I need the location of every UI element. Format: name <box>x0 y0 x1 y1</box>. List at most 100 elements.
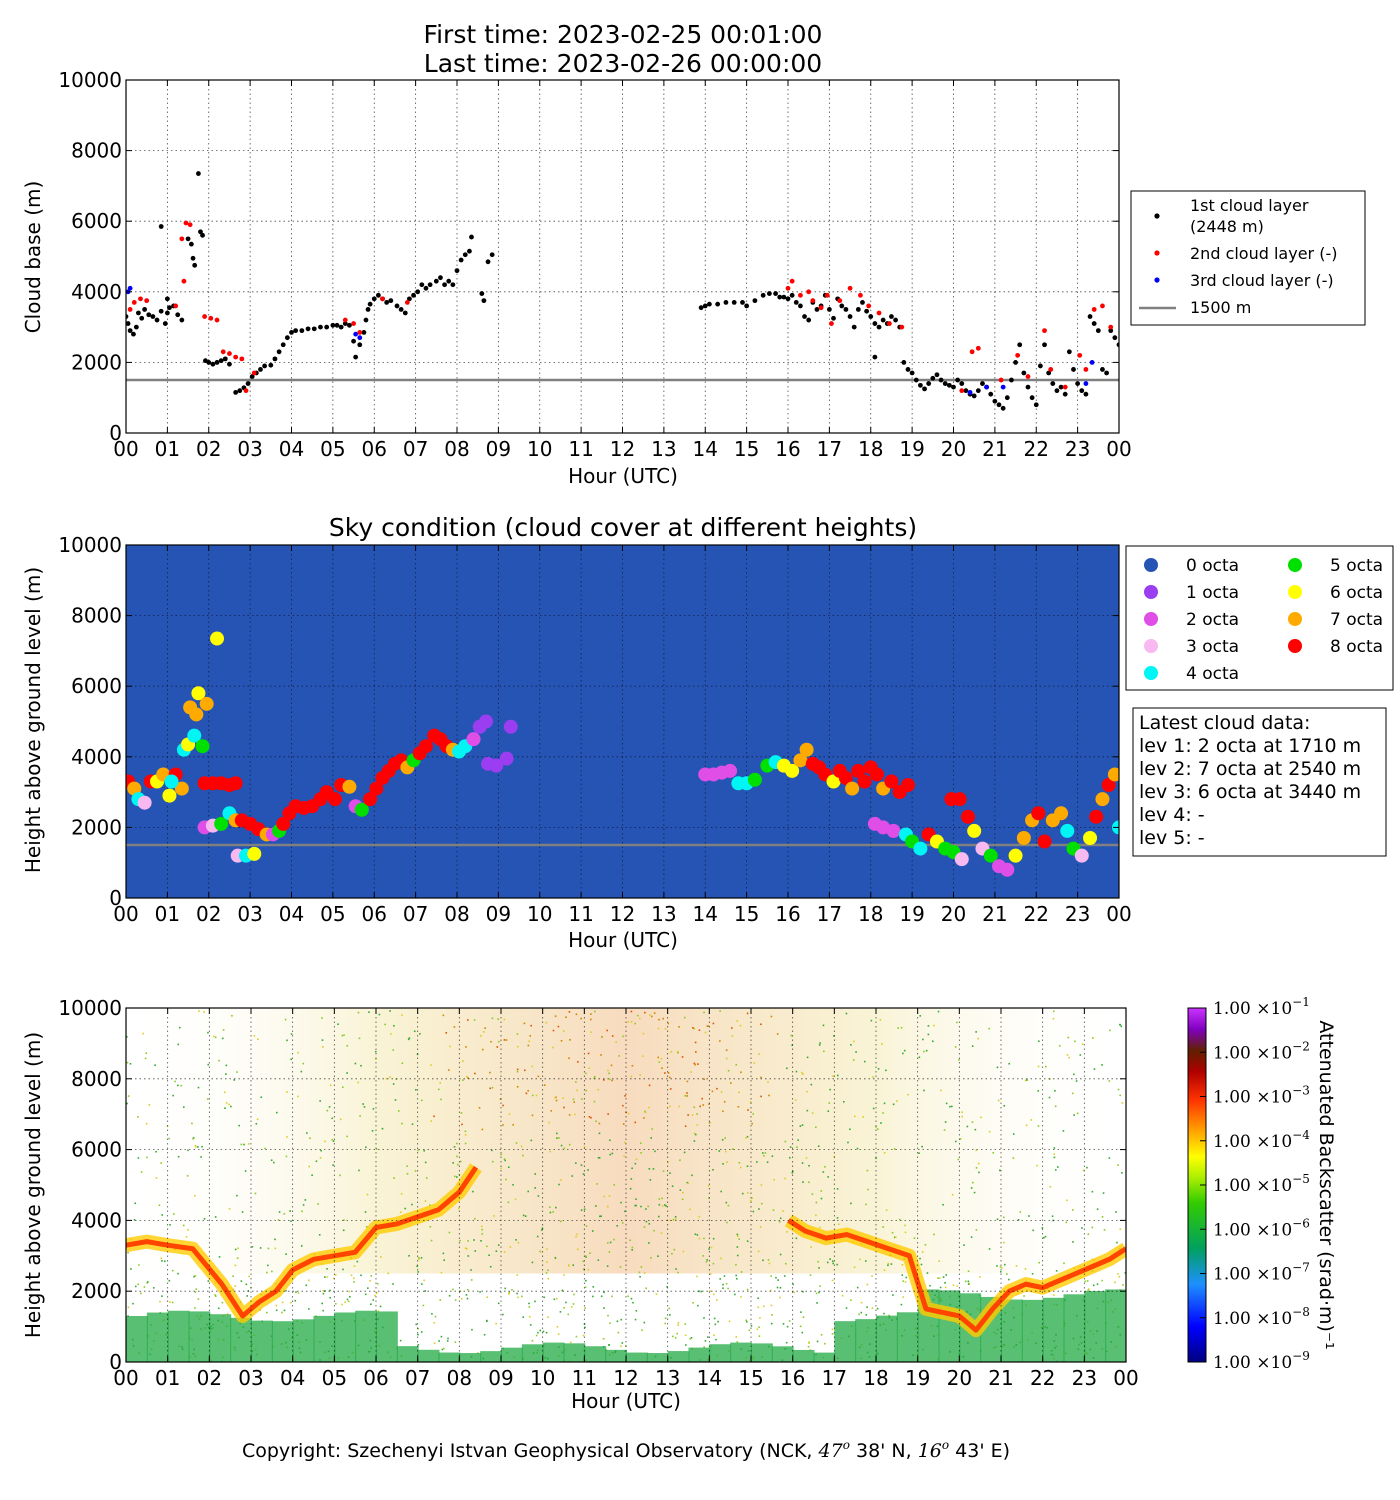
backscatter-noise-pixel <box>904 1281 907 1283</box>
x-tick-label: 10 <box>527 902 552 926</box>
backscatter-noise-pixel <box>770 1322 773 1325</box>
backscatter-noise-pixel <box>802 1316 805 1318</box>
backscatter-noise-pixel <box>467 1255 470 1257</box>
backscatter-noise-pixel <box>554 1256 557 1259</box>
backscatter-noise-pixel <box>267 1264 269 1267</box>
backscatter-noise-pixel <box>831 1328 834 1331</box>
backscatter-noise-pixel <box>545 1021 548 1024</box>
x-tick-label: 03 <box>238 1366 263 1390</box>
sky-condition-point <box>983 848 998 863</box>
cloud-base-point-layer2 <box>886 321 892 326</box>
octa-legend-label: 4 octa <box>1186 664 1239 684</box>
backscatter-boundary-layer <box>313 1315 336 1362</box>
backscatter-noise-pixel <box>214 1036 217 1039</box>
backscatter-noise-pixel <box>704 1031 707 1034</box>
sky-condition-point <box>1008 848 1023 863</box>
backscatter-noise-pixel <box>568 1114 571 1116</box>
backscatter-noise-pixel <box>393 1024 395 1027</box>
backscatter-noise-pixel <box>961 1115 964 1118</box>
backscatter-noise-pixel <box>225 1073 227 1075</box>
backscatter-noise-pixel <box>644 1111 647 1114</box>
cloud-base-point-layer1 <box>415 289 421 295</box>
backscatter-noise-pixel <box>1119 1228 1122 1230</box>
backscatter-noise-pixel <box>668 1307 670 1310</box>
cloud-base-point-layer1 <box>1009 377 1014 383</box>
backscatter-noise-pixel <box>870 1019 873 1022</box>
backscatter-noise-pixel <box>461 1123 463 1126</box>
backscatter-noise-pixel <box>686 1080 689 1083</box>
backscatter-noise-pixel <box>572 1098 575 1101</box>
backscatter-noise-pixel <box>817 1145 820 1147</box>
backscatter-noise-pixel <box>576 1233 578 1236</box>
backscatter-noise-pixel <box>937 1277 939 1279</box>
backscatter-noise-pixel <box>584 1255 587 1257</box>
backscatter-noise-pixel <box>1017 1219 1020 1221</box>
backscatter-noise-pixel <box>865 1314 868 1316</box>
x-tick-label: 00 <box>113 437 138 461</box>
backscatter-noise-pixel <box>685 1344 687 1346</box>
backscatter-noise-pixel <box>641 1329 643 1331</box>
cloud-base-point-layer1 <box>154 317 160 323</box>
backscatter-noise-pixel <box>820 1197 823 1200</box>
backscatter-noise-pixel <box>866 1306 868 1308</box>
backscatter-noise-pixel <box>341 1034 344 1037</box>
backscatter-noise-pixel <box>132 1302 134 1305</box>
backscatter-noise-pixel <box>467 1077 469 1079</box>
backscatter-noise-pixel <box>503 1158 506 1160</box>
backscatter-noise-pixel <box>233 1079 235 1081</box>
backscatter-noise-pixel <box>164 1260 166 1263</box>
x-tick-label: 12 <box>610 437 635 461</box>
backscatter-noise-pixel <box>745 1320 748 1323</box>
backscatter-noise-pixel <box>594 1010 596 1013</box>
cloud-base-point-layer1 <box>353 354 359 360</box>
backscatter-noise-pixel <box>811 1112 814 1114</box>
backscatter-noise-pixel <box>527 1089 529 1092</box>
backscatter-noise-pixel <box>393 1177 395 1179</box>
backscatter-noise-pixel <box>207 1063 210 1066</box>
x-tick-label: 20 <box>947 1366 972 1390</box>
backscatter-noise-pixel <box>999 1271 1002 1273</box>
backscatter-noise-pixel <box>841 1294 844 1297</box>
x-tick-label: 00 <box>1113 1366 1138 1390</box>
backscatter-noise-pixel <box>776 1033 779 1035</box>
x-tick-label: 23 <box>1065 902 1090 926</box>
cloud-base-point-layer1 <box>1046 370 1052 376</box>
backscatter-noise-pixel <box>508 1293 510 1295</box>
backscatter-noise-pixel <box>377 1310 380 1312</box>
backscatter-noise-pixel <box>559 1220 562 1223</box>
x-tick-label: 21 <box>982 902 1007 926</box>
backscatter-noise-pixel <box>963 1244 965 1246</box>
backscatter-noise-pixel <box>198 1010 200 1012</box>
backscatter-noise-pixel <box>368 1011 370 1013</box>
cloud-base-point-layer1 <box>996 402 1002 408</box>
backscatter-noise-pixel <box>662 1017 665 1020</box>
sky-condition-point <box>363 792 378 807</box>
backscatter-noise-pixel <box>237 1247 240 1250</box>
cloud-base-point-layer1 <box>375 292 381 298</box>
backscatter-noise-pixel <box>531 1065 534 1068</box>
backscatter-noise-pixel <box>489 1071 491 1074</box>
backscatter-noise-pixel <box>697 1063 699 1065</box>
backscatter-noise-pixel <box>143 1286 146 1288</box>
backscatter-noise-pixel <box>899 1218 901 1221</box>
cloud-base-point-layer1 <box>959 381 965 386</box>
backscatter-noise-pixel <box>892 1103 895 1106</box>
backscatter-noise-pixel <box>602 1079 605 1081</box>
backscatter-noise-pixel <box>611 1295 613 1298</box>
backscatter-noise-pixel <box>466 1297 469 1300</box>
backscatter-noise-pixel <box>546 1261 548 1264</box>
backscatter-noise-pixel <box>978 1171 980 1174</box>
backscatter-noise-pixel <box>779 1296 781 1299</box>
backscatter-noise-pixel <box>727 1069 730 1072</box>
backscatter-noise-pixel <box>517 1241 520 1244</box>
cloud-base-point-layer1 <box>330 322 336 328</box>
y-tick-label: 10000 <box>58 533 122 557</box>
backscatter-noise-pixel <box>600 1054 602 1056</box>
backscatter-noise-pixel <box>334 1274 337 1276</box>
backscatter-noise-pixel <box>707 1185 710 1187</box>
cloud-base-point-layer2 <box>899 324 905 330</box>
backscatter-noise-pixel <box>745 1319 748 1322</box>
cloud-base-xlabel: Hour (UTC) <box>568 464 678 488</box>
backscatter-noise-pixel <box>970 1236 973 1238</box>
backscatter-noise-pixel <box>607 1113 609 1115</box>
